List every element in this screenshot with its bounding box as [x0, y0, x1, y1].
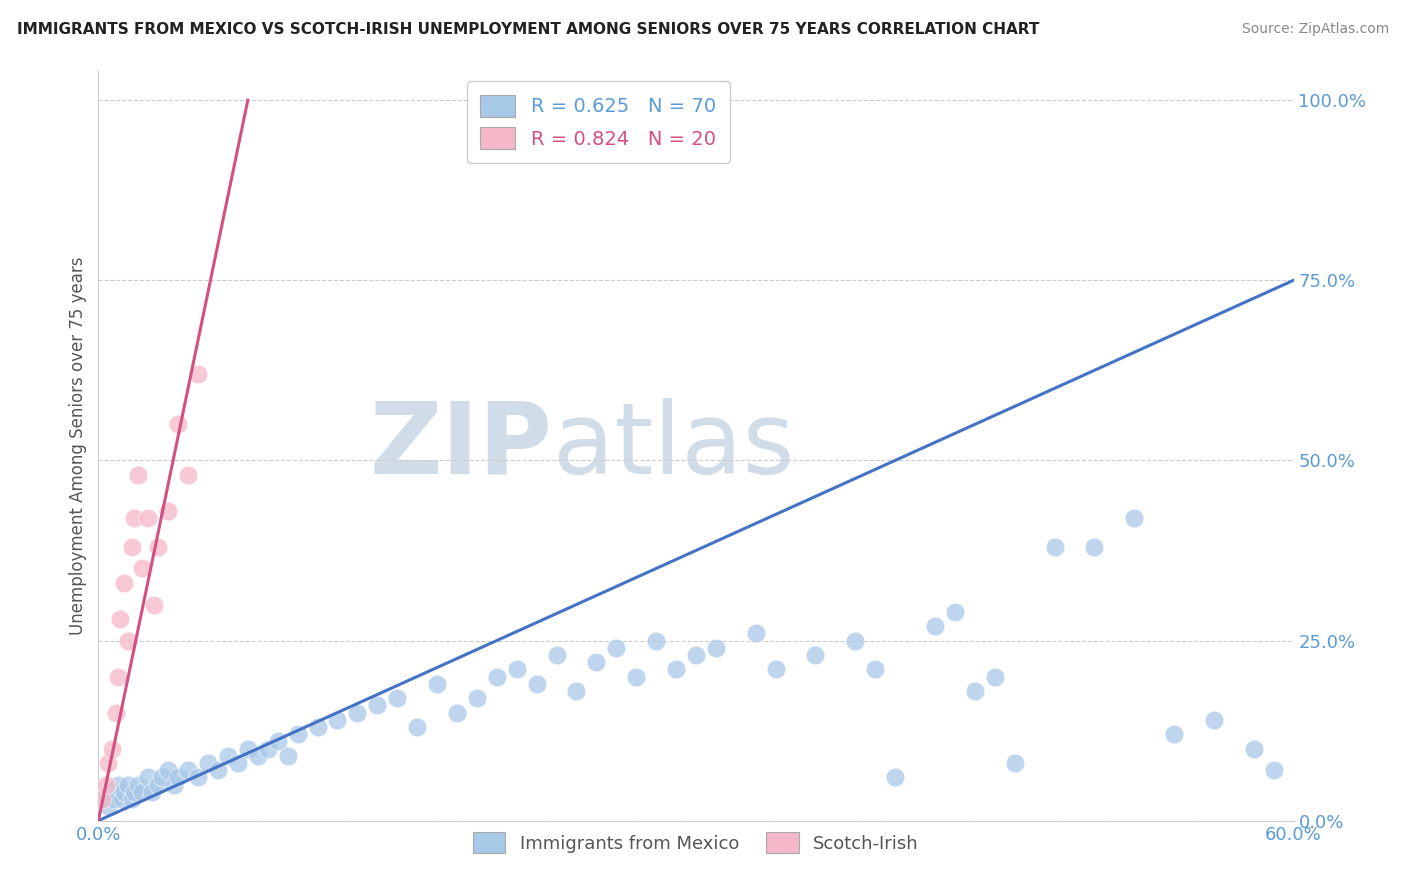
Point — [117, 778, 139, 792]
Point — [177, 467, 200, 482]
Point — [465, 691, 488, 706]
Point — [217, 748, 239, 763]
Point — [745, 626, 768, 640]
Point — [101, 741, 124, 756]
Point — [157, 504, 180, 518]
Point — [765, 662, 787, 676]
Point — [844, 633, 866, 648]
Point — [97, 799, 120, 814]
Point — [121, 792, 143, 806]
Point — [506, 662, 529, 676]
Point — [984, 669, 1007, 683]
Point — [177, 763, 200, 777]
Point — [526, 677, 548, 691]
Point — [385, 691, 409, 706]
Point — [107, 778, 129, 792]
Point — [110, 612, 132, 626]
Point — [1202, 713, 1225, 727]
Point — [256, 741, 278, 756]
Point — [121, 540, 143, 554]
Point — [148, 540, 170, 554]
Point — [485, 669, 508, 683]
Point — [1004, 756, 1026, 770]
Point — [1043, 540, 1066, 554]
Point — [446, 706, 468, 720]
Point — [131, 561, 153, 575]
Point — [326, 713, 349, 727]
Point — [124, 785, 146, 799]
Point — [626, 669, 648, 683]
Point — [1263, 763, 1285, 777]
Point — [406, 720, 429, 734]
Text: ZIP: ZIP — [370, 398, 553, 494]
Point — [704, 640, 727, 655]
Point — [187, 771, 209, 785]
Point — [112, 785, 135, 799]
Point — [1243, 741, 1265, 756]
Point — [150, 771, 173, 785]
Point — [111, 792, 134, 806]
Text: atlas: atlas — [553, 398, 794, 494]
Point — [167, 771, 190, 785]
Point — [226, 756, 249, 770]
Point — [1163, 727, 1185, 741]
Text: IMMIGRANTS FROM MEXICO VS SCOTCH-IRISH UNEMPLOYMENT AMONG SENIORS OVER 75 YEARS : IMMIGRANTS FROM MEXICO VS SCOTCH-IRISH U… — [17, 22, 1039, 37]
Point — [307, 720, 329, 734]
Point — [236, 741, 259, 756]
Point — [131, 785, 153, 799]
Point — [546, 648, 568, 662]
Text: Source: ZipAtlas.com: Source: ZipAtlas.com — [1241, 22, 1389, 37]
Point — [107, 669, 129, 683]
Point — [565, 684, 588, 698]
Point — [865, 662, 887, 676]
Point — [287, 727, 309, 741]
Point — [127, 778, 149, 792]
Point — [804, 648, 827, 662]
Point — [143, 598, 166, 612]
Point — [685, 648, 707, 662]
Point — [346, 706, 368, 720]
Point — [585, 655, 607, 669]
Point — [93, 792, 115, 806]
Point — [96, 778, 118, 792]
Point — [157, 763, 180, 777]
Y-axis label: Unemployment Among Seniors over 75 years: Unemployment Among Seniors over 75 years — [69, 257, 87, 635]
Point — [141, 785, 163, 799]
Point — [665, 662, 688, 676]
Point — [246, 748, 269, 763]
Point — [103, 792, 125, 806]
Point — [1123, 511, 1146, 525]
Point — [605, 640, 627, 655]
Point — [136, 511, 159, 525]
Point — [277, 748, 299, 763]
Point — [101, 785, 124, 799]
Point — [943, 605, 966, 619]
Point — [1083, 540, 1105, 554]
Point — [91, 792, 114, 806]
Point — [884, 771, 907, 785]
Point — [117, 633, 139, 648]
Point — [105, 706, 128, 720]
Point — [426, 677, 449, 691]
Point — [127, 467, 149, 482]
Legend: Immigrants from Mexico, Scotch-Irish: Immigrants from Mexico, Scotch-Irish — [465, 825, 927, 860]
Point — [366, 698, 388, 713]
Point — [187, 367, 209, 381]
Point — [963, 684, 986, 698]
Point — [163, 778, 186, 792]
Point — [112, 575, 135, 590]
Point — [97, 756, 120, 770]
Point — [197, 756, 219, 770]
Point — [148, 778, 170, 792]
Point — [167, 417, 190, 432]
Point — [124, 511, 146, 525]
Point — [267, 734, 290, 748]
Point — [136, 771, 159, 785]
Point — [645, 633, 668, 648]
Point — [207, 763, 229, 777]
Point — [924, 619, 946, 633]
